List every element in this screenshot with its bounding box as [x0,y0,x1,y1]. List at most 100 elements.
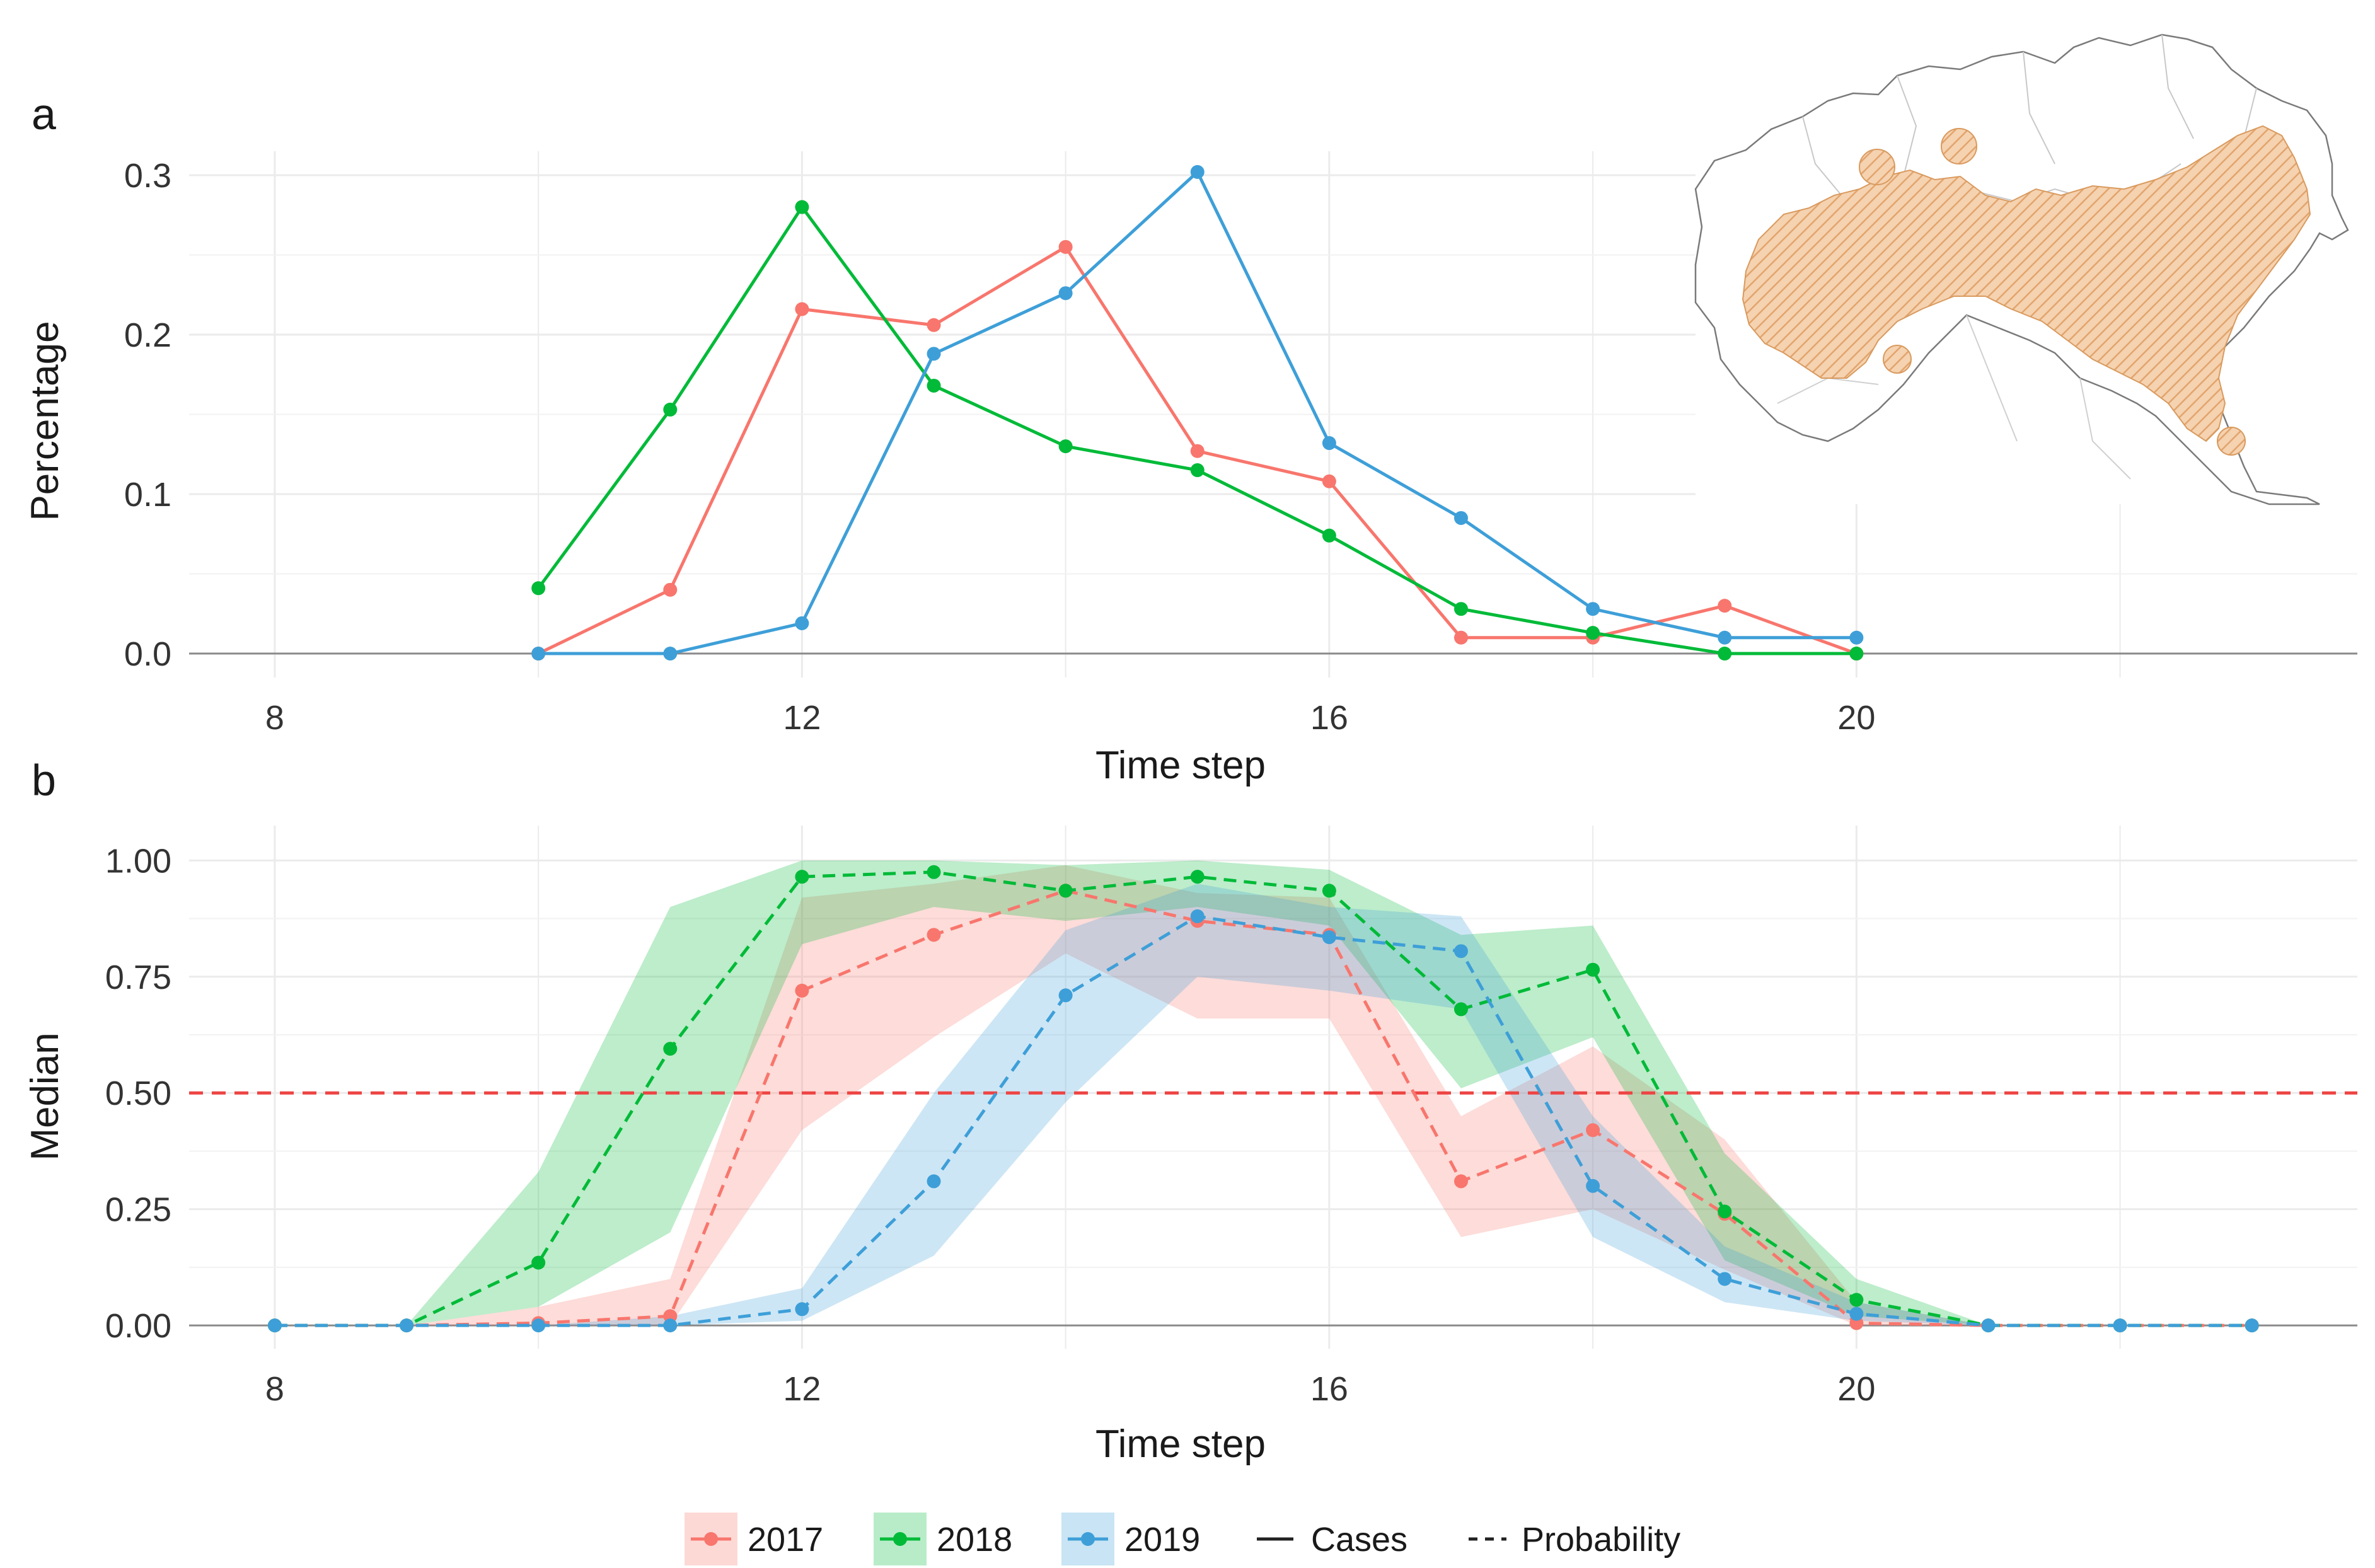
panel-a-y-ticks: 0.0 0.1 0.2 0.3 [124,157,171,673]
x-tick-label: 20 [1837,1370,1875,1408]
panel-b: b 8 12 16 20 0.00 0.25 0.50 0.75 1.00 Time step… [23,756,2357,1466]
data-point-2019 [2245,1318,2259,1333]
data-point-2018 [531,1255,546,1270]
data-point-2018 [927,865,941,879]
legend-marker-2019 [1081,1532,1095,1546]
data-point-2019 [1586,1179,1600,1193]
data-point-2017 [1453,1174,1468,1189]
map-shaded-region [1742,125,2311,442]
data-point-2017 [1058,239,1073,254]
ribbon-2019 [274,884,2252,1326]
data-point-2017 [1322,474,1336,488]
x-tick-label: 8 [265,699,284,737]
y-tick-label: 0.50 [105,1075,171,1112]
data-point-2018 [1453,602,1468,616]
x-tick-label: 12 [783,1370,821,1408]
data-point-2018 [1718,647,1732,661]
legend-item-2019: 2019 [1061,1513,1200,1565]
legend-label-2018: 2018 [937,1521,1012,1559]
data-point-2018 [795,200,809,214]
y-tick-label: 0.2 [124,316,171,354]
legend-marker-2017 [704,1532,718,1546]
data-point-2019 [1453,510,1468,525]
data-point-2019 [400,1318,414,1333]
panel-b-x-axis-title: Time step [1095,1422,1266,1466]
data-point-2018 [1190,870,1205,884]
series-line-2019 [274,914,2252,1327]
y-tick-label: 0.3 [124,157,171,195]
legend-label-probability: Probability [1522,1521,1680,1559]
legend-item-2018: 2018 [874,1513,1012,1565]
legend: 2017 2018 2019 Cases Probability [685,1513,1680,1565]
data-point-2019 [531,647,546,661]
data-point-2018 [1190,463,1205,478]
data-point-2018 [663,402,678,417]
y-tick-label: 0.25 [105,1191,171,1229]
data-point-2019 [1718,630,1732,645]
y-tick-label: 0.1 [124,476,171,514]
panel-a-x-ticks: 8 12 16 20 [265,699,1875,737]
x-tick-label: 16 [1310,1370,1348,1408]
data-point-2017 [795,302,809,316]
y-tick-label: 0.0 [124,635,171,673]
map-shaded-spot [2217,427,2246,456]
legend-label-2017: 2017 [748,1521,823,1559]
panel-a-y-axis-title: Percentage [23,321,67,521]
data-point-2019 [2113,1318,2127,1333]
ribbon-2018 [274,860,2252,1326]
data-point-2019 [795,616,809,630]
data-point-2018 [1058,439,1073,454]
data-point-2017 [1586,1123,1600,1138]
data-point-2019 [927,347,941,361]
legend-item-probability: Probability [1469,1521,1680,1559]
map-shaded-spot [1883,345,1912,374]
x-tick-label: 12 [783,699,821,737]
panel-b-y-ticks: 0.00 0.25 0.50 0.75 1.00 [105,842,171,1345]
panel-b-x-ticks: 8 12 16 20 [265,1370,1875,1408]
ribbon-2017 [274,865,2252,1326]
data-point-2019 [663,647,678,661]
map-shaded-spot [1941,128,1977,164]
data-point-2019 [1322,930,1336,945]
panel-b-y-axis-title: Median [23,1032,67,1160]
legend-item-2017: 2017 [685,1513,823,1565]
data-point-2018 [927,378,941,393]
panel-a-label: a [32,89,56,139]
data-point-2018 [795,870,809,884]
data-point-2019 [927,1174,941,1189]
data-point-2019 [1058,988,1073,1003]
series-line-2019 [538,169,1857,655]
data-point-2019 [1190,164,1205,179]
data-point-2018 [1849,1293,1864,1307]
data-point-2019 [267,1318,282,1333]
data-point-2019 [1190,909,1205,923]
data-point-2017 [927,928,941,942]
y-tick-label: 0.75 [105,959,171,996]
data-point-2019 [1849,1306,1864,1321]
data-point-2017 [1718,599,1732,613]
data-point-2019 [531,1318,546,1333]
x-tick-label: 8 [265,1370,284,1408]
y-tick-label: 0.00 [105,1307,171,1345]
data-point-2019 [1718,1272,1732,1286]
x-tick-label: 20 [1837,699,1875,737]
map-shaded-spot [1859,149,1895,185]
x-tick-label: 16 [1310,699,1348,737]
data-point-2018 [663,1042,678,1056]
panel-b-label: b [32,756,56,805]
data-point-2018 [1586,626,1600,640]
data-point-2017 [927,318,941,332]
data-point-2018 [1849,647,1864,661]
data-point-2019 [1849,630,1864,645]
y-tick-label: 1.00 [105,842,171,880]
series-line-2018 [274,870,2252,1327]
legend-label-cases: Cases [1311,1521,1407,1559]
data-point-2018 [1718,1204,1732,1219]
map-inset [1694,25,2357,505]
legend-label-2019: 2019 [1124,1521,1200,1559]
panel-a-series [531,164,1864,661]
data-point-2018 [531,581,546,596]
data-point-2018 [1058,884,1073,898]
data-point-2019 [1453,944,1468,959]
data-point-2019 [1586,602,1600,616]
